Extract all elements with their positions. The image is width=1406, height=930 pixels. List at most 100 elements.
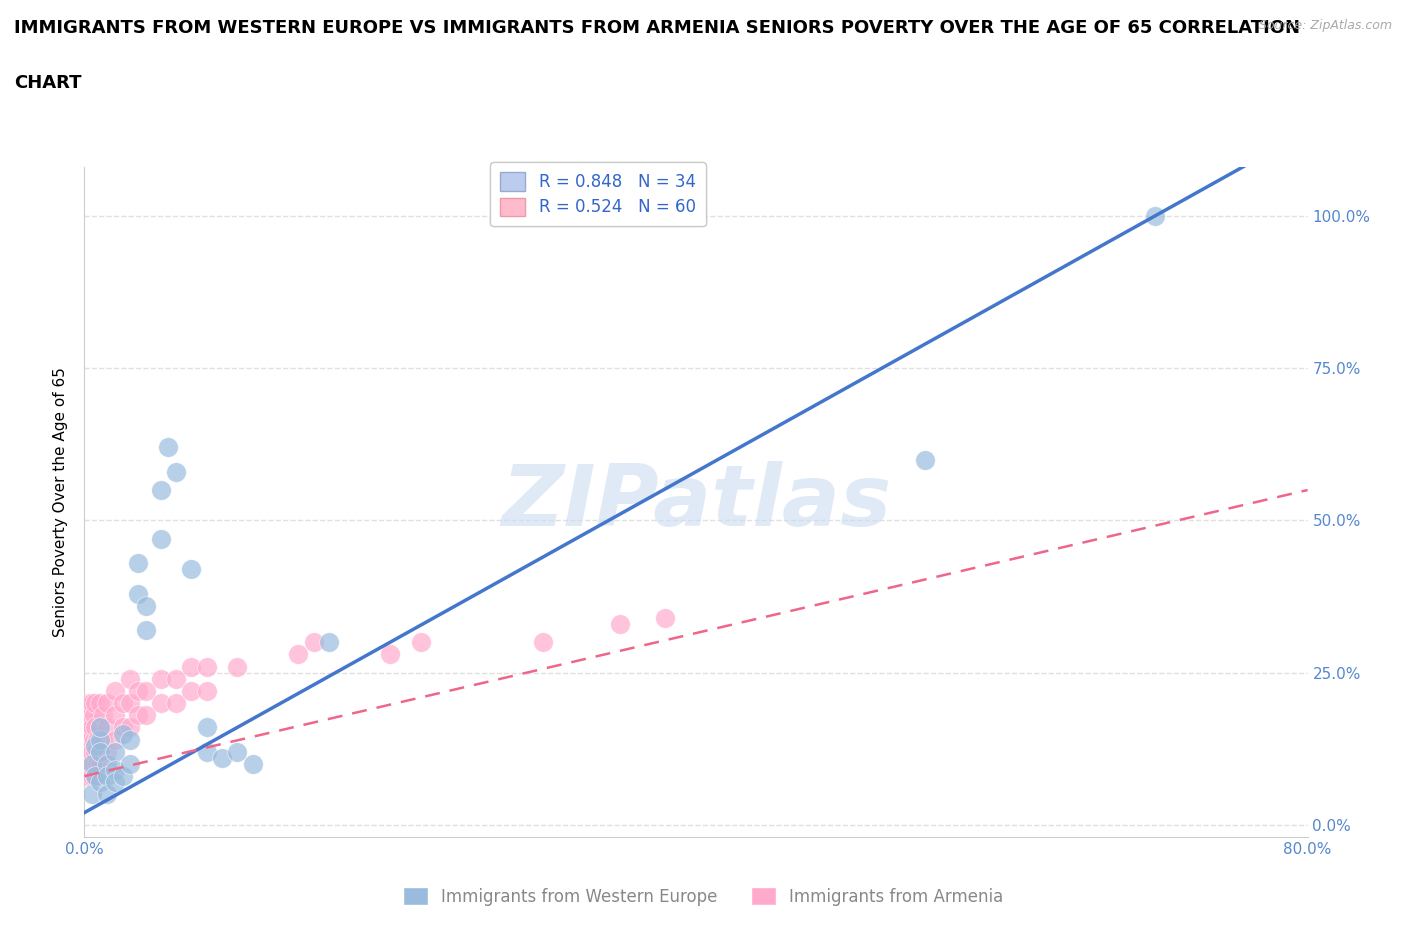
Point [409, 635, 432, 650]
Point [104, 684, 127, 698]
Point [914, 452, 936, 467]
Point [80, 787, 103, 802]
Point [380, 647, 402, 662]
Point [84, 738, 107, 753]
Point [79, 756, 101, 771]
Point [111, 769, 134, 784]
Point [91, 708, 114, 723]
Point [76, 756, 98, 771]
Point [96, 744, 118, 759]
Point [89, 756, 111, 771]
Point [80, 769, 103, 784]
Point [96, 769, 118, 784]
Point [135, 622, 157, 637]
Point [89, 720, 111, 735]
Point [1143, 208, 1166, 223]
Point [79, 732, 101, 747]
Point [149, 696, 172, 711]
Point [89, 696, 111, 711]
Point [654, 610, 676, 625]
Point [96, 787, 118, 802]
Point [104, 775, 127, 790]
Point [180, 659, 202, 674]
Point [127, 708, 149, 723]
Point [226, 744, 249, 759]
Y-axis label: Seniors Poverty Over the Age of 65: Seniors Poverty Over the Age of 65 [53, 367, 69, 637]
Point [83, 756, 105, 771]
Point [91, 732, 114, 747]
Point [84, 769, 107, 784]
Point [89, 720, 111, 735]
Point [104, 732, 127, 747]
Point [609, 617, 631, 631]
Point [77, 720, 100, 735]
Point [127, 586, 149, 601]
Point [127, 684, 149, 698]
Point [195, 744, 218, 759]
Point [120, 720, 142, 735]
Point [157, 440, 180, 455]
Point [111, 720, 134, 735]
Point [77, 696, 100, 711]
Point [76, 708, 98, 723]
Point [531, 635, 554, 650]
Point [80, 696, 103, 711]
Point [77, 744, 100, 759]
Point [76, 769, 98, 784]
Point [149, 483, 172, 498]
Point [80, 756, 103, 771]
Point [135, 598, 157, 613]
Point [104, 763, 127, 777]
Point [135, 684, 157, 698]
Point [89, 744, 111, 759]
Point [318, 635, 340, 650]
Text: Source: ZipAtlas.com: Source: ZipAtlas.com [1258, 19, 1392, 32]
Point [242, 756, 264, 771]
Point [120, 756, 142, 771]
Point [96, 720, 118, 735]
Text: IMMIGRANTS FROM WESTERN EUROPE VS IMMIGRANTS FROM ARMENIA SENIORS POVERTY OVER T: IMMIGRANTS FROM WESTERN EUROPE VS IMMIGR… [14, 19, 1301, 36]
Point [84, 696, 107, 711]
Point [80, 720, 103, 735]
Point [226, 659, 249, 674]
Point [120, 696, 142, 711]
Point [104, 744, 127, 759]
Point [89, 732, 111, 747]
Point [83, 732, 105, 747]
Point [165, 671, 187, 686]
Point [84, 720, 107, 735]
Point [86, 756, 108, 771]
Point [302, 635, 325, 650]
Legend: Immigrants from Western Europe, Immigrants from Armenia: Immigrants from Western Europe, Immigran… [396, 881, 1010, 912]
Point [96, 756, 118, 771]
Point [211, 751, 233, 765]
Point [165, 464, 187, 479]
Point [84, 769, 107, 784]
Point [111, 726, 134, 741]
Point [77, 763, 100, 777]
Point [96, 696, 118, 711]
Point [89, 744, 111, 759]
Text: CHART: CHART [14, 74, 82, 92]
Text: ZIPatlas: ZIPatlas [501, 460, 891, 544]
Point [79, 708, 101, 723]
Point [127, 555, 149, 570]
Point [80, 744, 103, 759]
Legend: R = 0.848   N = 34, R = 0.524   N = 60: R = 0.848 N = 34, R = 0.524 N = 60 [491, 163, 706, 226]
Point [86, 732, 108, 747]
Point [165, 696, 187, 711]
Point [149, 531, 172, 546]
Point [111, 696, 134, 711]
Point [120, 732, 142, 747]
Point [76, 732, 98, 747]
Point [135, 708, 157, 723]
Point [120, 671, 142, 686]
Point [83, 708, 105, 723]
Point [287, 647, 309, 662]
Point [195, 684, 218, 698]
Point [104, 708, 127, 723]
Point [180, 684, 202, 698]
Point [149, 671, 172, 686]
Point [195, 659, 218, 674]
Point [195, 720, 218, 735]
